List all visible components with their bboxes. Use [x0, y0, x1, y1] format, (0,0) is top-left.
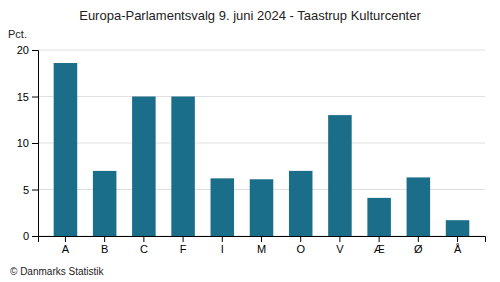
- y-tick-mark: [32, 143, 38, 144]
- x-tick: Æ: [374, 236, 385, 255]
- x-tick-mark: [339, 236, 340, 242]
- grid-line: [38, 96, 485, 97]
- x-tick-mark: [418, 236, 419, 242]
- y-label: Pct.: [8, 28, 27, 40]
- bar: [446, 220, 470, 236]
- x-tick-mark: [143, 236, 144, 242]
- x-tick-mark: [104, 236, 105, 242]
- x-tick-mark: [457, 236, 458, 242]
- grid-line: [38, 50, 485, 51]
- bar: [250, 179, 274, 236]
- x-tick-label: Æ: [374, 243, 385, 255]
- y-tick-label: 15: [17, 91, 29, 103]
- x-tick: Ø: [414, 236, 423, 255]
- x-tick-label: V: [336, 243, 344, 255]
- bar: [93, 171, 117, 236]
- bar: [289, 171, 313, 236]
- plot: 0 5 10 15 20 A B C F I M O V Æ Ø Å: [17, 44, 486, 255]
- x-tick-mark: [183, 236, 184, 242]
- y-axis: 0 5 10 15 20: [17, 44, 39, 242]
- x-tick: O: [296, 236, 305, 255]
- y-tick-mark: [32, 97, 38, 98]
- x-tick: F: [180, 236, 187, 255]
- x-tick-label: Ø: [414, 243, 423, 255]
- bar: [211, 178, 235, 236]
- footer: © Danmarks Statistik: [10, 266, 105, 277]
- bar: [367, 198, 391, 236]
- y-tick-label: 0: [23, 230, 29, 242]
- x-tick-label: F: [180, 243, 187, 255]
- x-tick: B: [101, 236, 108, 255]
- y-tick-mark: [32, 190, 38, 191]
- x-tick: C: [140, 236, 148, 255]
- x-tick-label: A: [62, 243, 70, 255]
- y-tick: 10: [17, 137, 38, 149]
- bar: [54, 63, 78, 236]
- chart-svg: Europa-Parlamentsvalg 9. juni 2024 - Taa…: [0, 0, 500, 282]
- x-tick-mark: [65, 236, 66, 242]
- x-tick-label: B: [101, 243, 108, 255]
- bar: [407, 177, 431, 236]
- x-tick-mark: [300, 236, 301, 242]
- bar: [171, 97, 195, 237]
- x-axis: ABCFIMOVÆØÅ: [39, 236, 486, 255]
- y-tick-label: 20: [17, 44, 29, 56]
- chart-container: Europa-Parlamentsvalg 9. juni 2024 - Taa…: [0, 0, 500, 282]
- x-tick: M: [257, 236, 266, 255]
- bar: [328, 115, 352, 236]
- y-tick-label: 5: [23, 184, 29, 196]
- x-tick-mark: [379, 236, 380, 242]
- x-tick-label: O: [296, 243, 305, 255]
- x-tick: Å: [454, 236, 462, 255]
- x-tick-label: Å: [454, 243, 462, 255]
- y-tick: 0: [23, 230, 38, 242]
- x-tick-label: C: [140, 243, 148, 255]
- x-tick: V: [336, 236, 344, 255]
- y-tick: 15: [17, 91, 38, 103]
- y-tick: 20: [17, 44, 38, 56]
- x-tick: A: [62, 236, 70, 255]
- y-tick-mark: [32, 236, 38, 237]
- y-axis-line: [32, 51, 39, 237]
- x-tick-label: M: [257, 243, 266, 255]
- x-axis-line: [39, 237, 486, 243]
- bar: [132, 97, 156, 237]
- y-tick: 5: [23, 184, 38, 196]
- x-tick: I: [221, 236, 224, 255]
- x-tick-mark: [261, 236, 262, 242]
- y-tick-label: 10: [17, 137, 29, 149]
- bars: [54, 63, 470, 236]
- grid: [38, 50, 485, 236]
- x-tick-mark: [222, 236, 223, 242]
- title: Europa-Parlamentsvalg 9. juni 2024 - Taa…: [79, 8, 421, 23]
- grid-line: [38, 143, 485, 144]
- x-tick-label: I: [221, 243, 224, 255]
- y-tick-mark: [32, 50, 38, 51]
